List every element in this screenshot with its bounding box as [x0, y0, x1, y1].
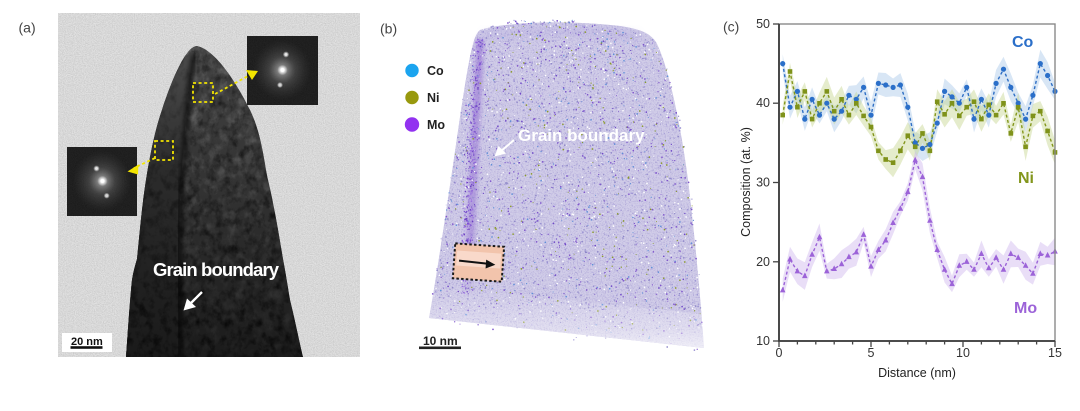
- svg-text:(b): (b): [380, 21, 397, 37]
- svg-text:10: 10: [956, 346, 970, 360]
- svg-text:Mo: Mo: [427, 118, 445, 132]
- svg-text:Co: Co: [1012, 34, 1034, 51]
- svg-text:Ni: Ni: [427, 91, 440, 105]
- svg-text:Grain boundary: Grain boundary: [153, 259, 280, 280]
- svg-text:40: 40: [756, 96, 770, 110]
- svg-text:Composition (at. %): Composition (at. %): [739, 127, 753, 237]
- svg-text:(c): (c): [723, 19, 739, 35]
- svg-text:10 nm: 10 nm: [423, 334, 458, 348]
- svg-text:15: 15: [1048, 346, 1062, 360]
- svg-text:Co: Co: [427, 64, 444, 78]
- svg-text:5: 5: [868, 346, 875, 360]
- svg-text:Grain boundary: Grain boundary: [518, 126, 645, 145]
- svg-text:(a): (a): [19, 20, 36, 36]
- svg-text:10: 10: [756, 334, 770, 348]
- svg-text:Ni: Ni: [1018, 170, 1034, 187]
- svg-text:20: 20: [756, 255, 770, 269]
- svg-text:Mo: Mo: [1014, 300, 1037, 317]
- svg-text:30: 30: [756, 176, 770, 190]
- svg-text:50: 50: [756, 17, 770, 31]
- svg-text:20 nm: 20 nm: [71, 336, 103, 348]
- svg-text:Distance (nm): Distance (nm): [878, 366, 956, 380]
- svg-text:0: 0: [776, 346, 783, 360]
